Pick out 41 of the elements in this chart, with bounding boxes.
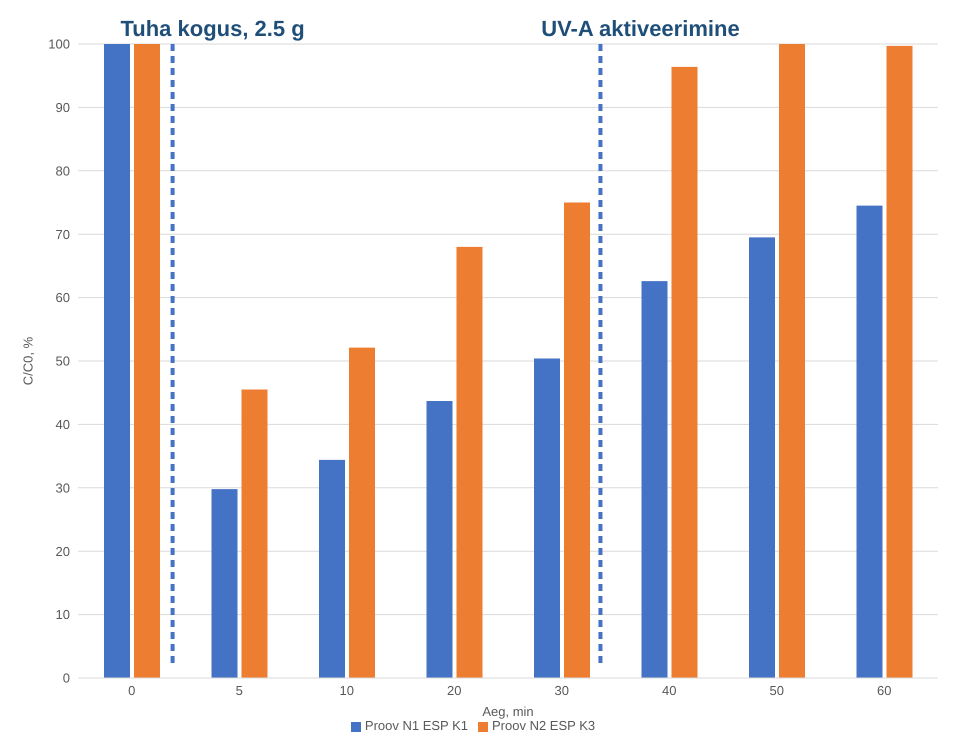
bar (642, 281, 668, 678)
y-tick-label: 40 (56, 417, 70, 432)
bar (749, 237, 775, 678)
bar (534, 358, 560, 678)
bar (134, 44, 160, 678)
x-axis-title: Aeg, min (482, 704, 534, 719)
x-tick-label: 20 (447, 683, 462, 698)
legend-label: Proov N1 ESP K1 (364, 718, 468, 733)
legend-label: Proov N2 ESP K3 (492, 718, 596, 733)
bar (456, 246, 482, 678)
y-tick-label: 30 (56, 480, 70, 496)
y-axis-title: C/C0, % (20, 336, 36, 386)
bar (672, 66, 698, 678)
bar (242, 390, 268, 678)
x-tick-label: 5 (236, 683, 243, 698)
bar (104, 44, 130, 678)
y-tick-label: 20 (56, 544, 70, 559)
bar (779, 44, 805, 678)
bar (856, 206, 882, 678)
x-tick-label: 60 (877, 683, 892, 698)
y-tick-label: 80 (56, 163, 70, 178)
y-tick-label: 0 (62, 670, 70, 686)
bar (212, 489, 238, 678)
bar (886, 46, 912, 678)
bar (426, 400, 452, 678)
y-tick-label: 100 (48, 36, 70, 52)
bar (319, 460, 345, 678)
y-tick-label: 50 (56, 354, 70, 369)
bar (564, 202, 590, 678)
x-tick-label: 30 (554, 683, 569, 698)
x-tick-label: 10 (340, 683, 354, 698)
x-tick-label: 50 (770, 683, 784, 698)
y-tick-label: 90 (56, 100, 70, 116)
x-tick-label: 0 (128, 683, 136, 698)
y-tick-label: 10 (56, 607, 70, 622)
bar (349, 348, 375, 678)
x-tick-label: 40 (662, 683, 676, 698)
text: Tuha kogus, 2.5 g (120, 16, 305, 41)
y-tick-label: 60 (56, 290, 70, 306)
y-tick-label: 70 (56, 226, 70, 242)
text: UV-A aktiveerimine (541, 16, 740, 41)
